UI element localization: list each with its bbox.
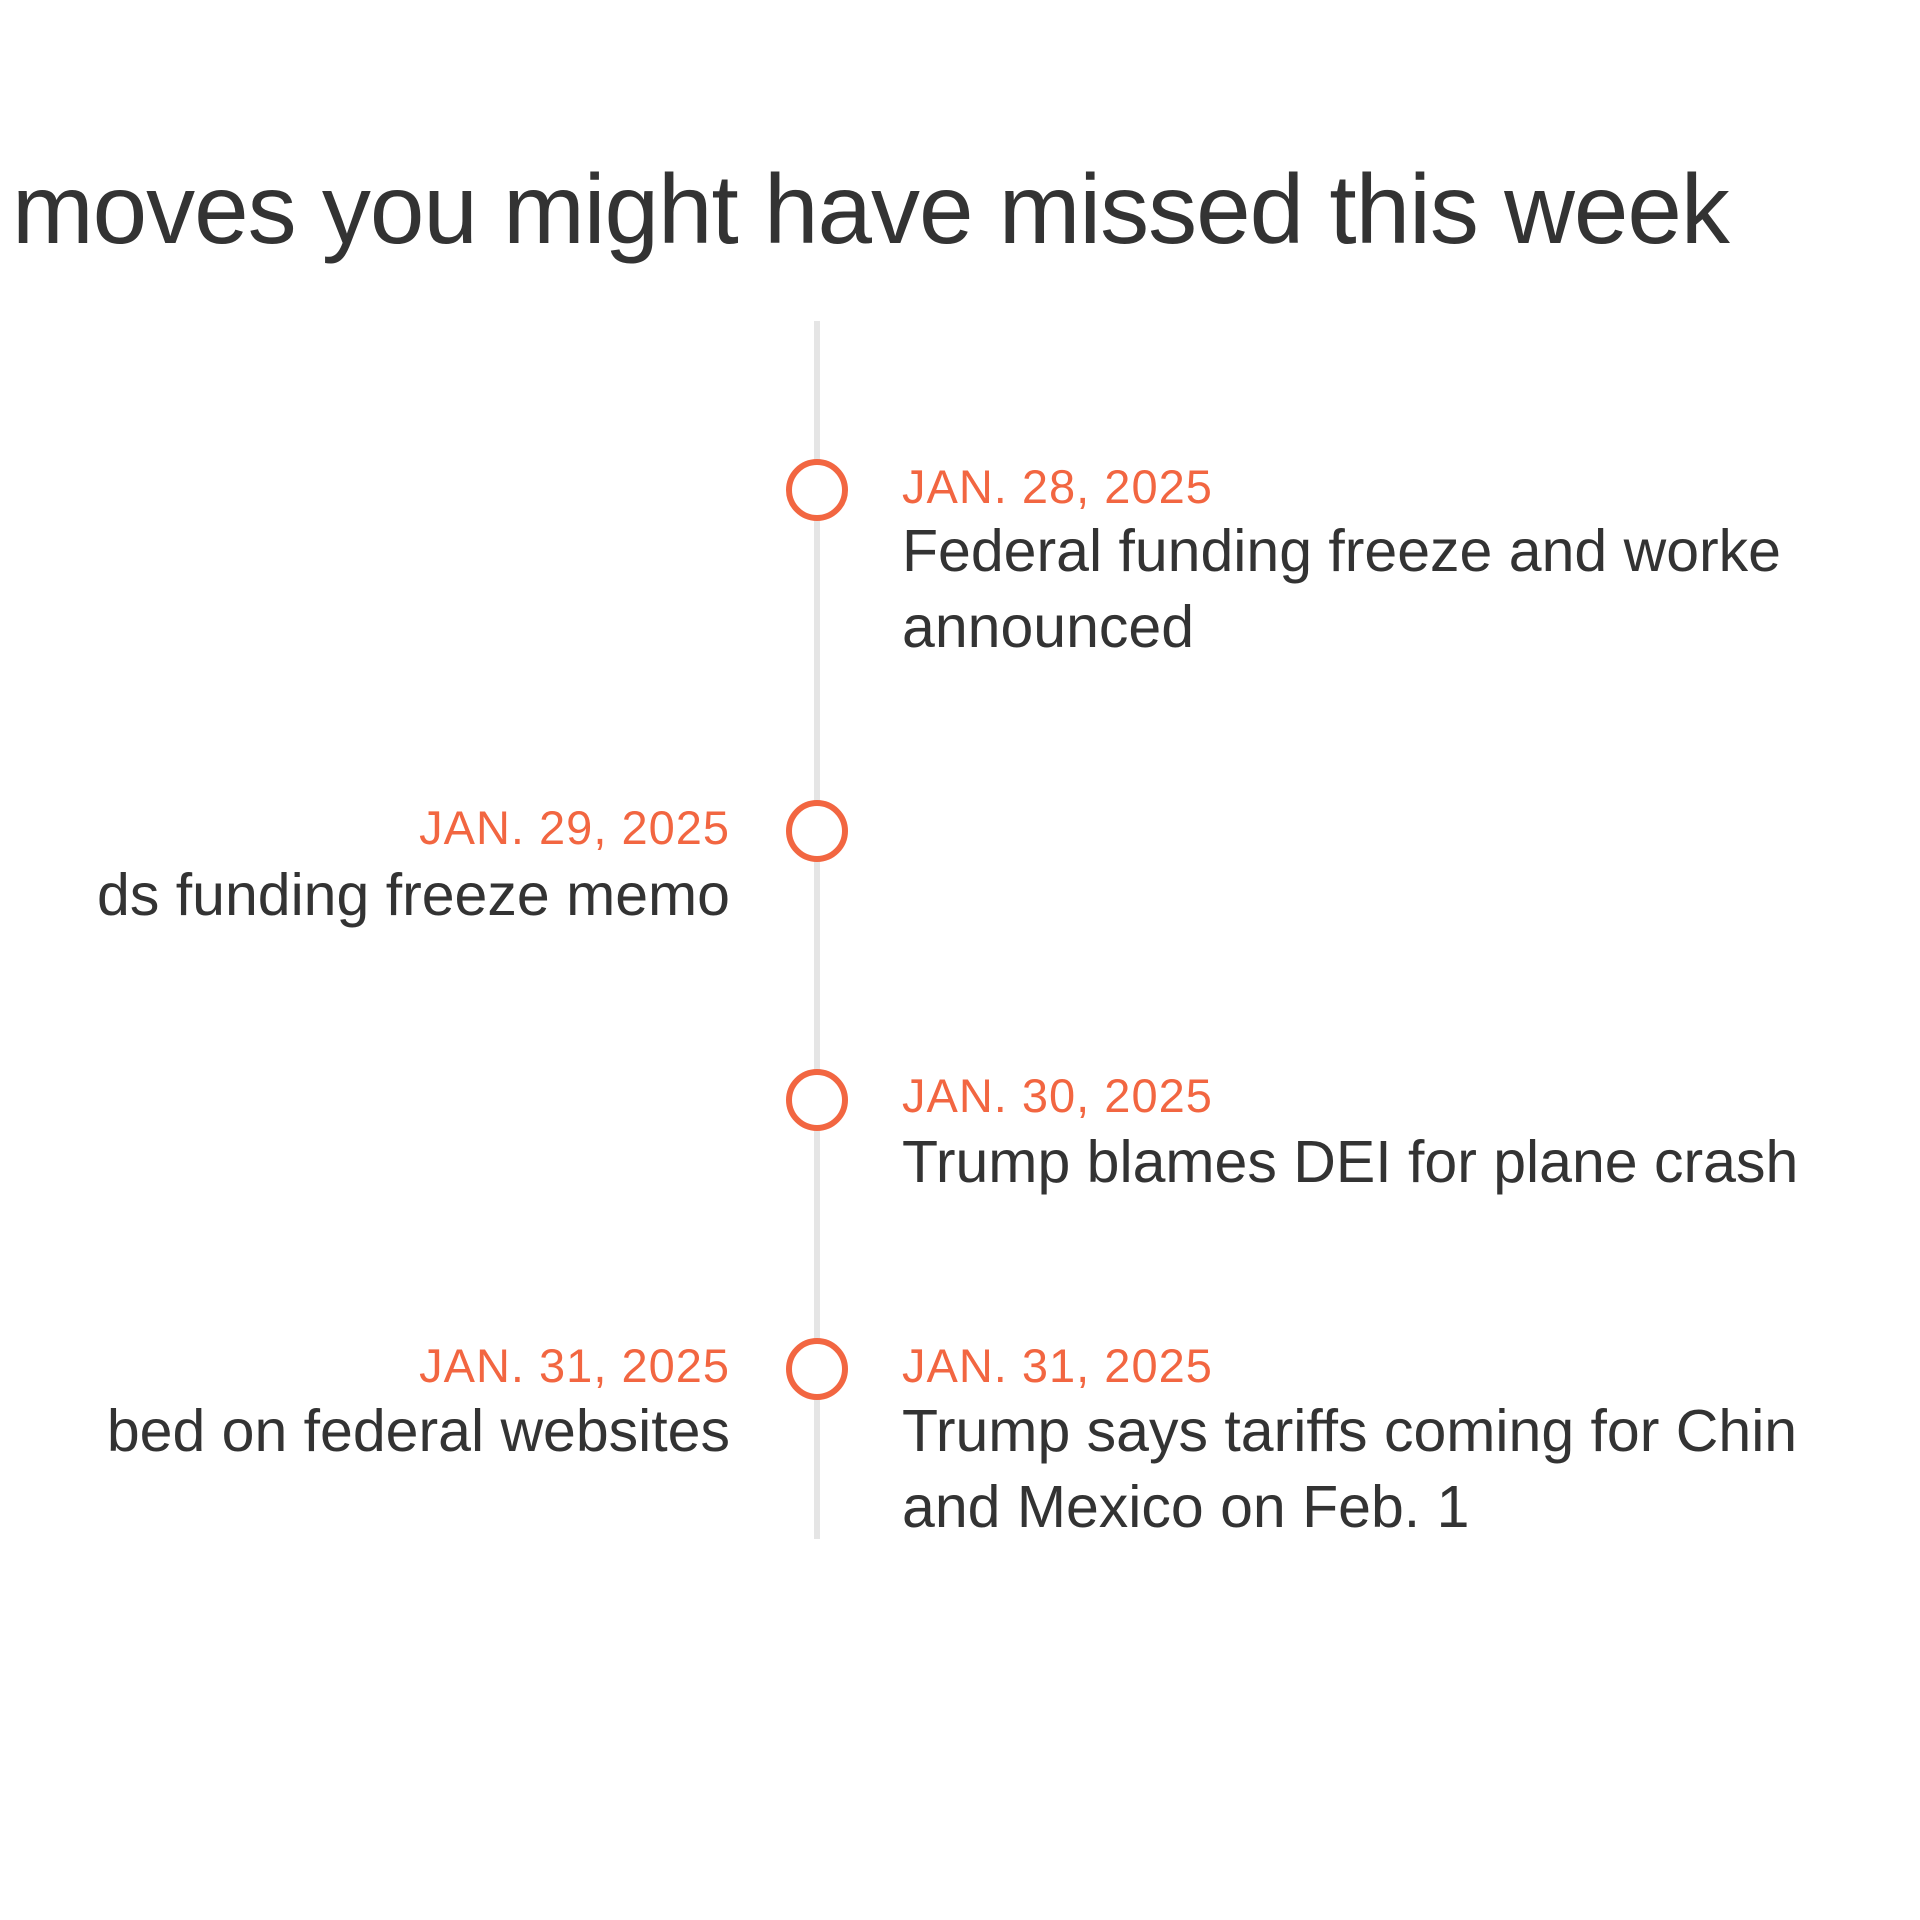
event-headline: bed on federal websites [106, 1398, 730, 1464]
timeline-dot [786, 800, 848, 862]
event-headline: ds funding freeze memo [97, 862, 730, 928]
event-date: JAN. 28, 2025 [902, 460, 1213, 513]
page-title: moves you might have missed this week [12, 154, 1730, 264]
event-headline: announced [902, 594, 1195, 660]
timeline-dot [786, 459, 848, 521]
event-headline: Federal funding freeze and worke [902, 518, 1781, 584]
event-date: JAN. 31, 2025 [902, 1339, 1213, 1392]
timeline-dot [786, 1069, 848, 1131]
event-headline: Trump blames DEI for plane crash [902, 1129, 1799, 1195]
event-date: JAN. 31, 2025 [419, 1339, 730, 1392]
event-headline: Trump says tariffs coming for Chin [902, 1398, 1798, 1464]
timeline-dot [786, 1338, 848, 1400]
event-date: JAN. 30, 2025 [902, 1069, 1213, 1122]
timeline-axis [814, 321, 820, 1539]
event-headline: and Mexico on Feb. 1 [902, 1474, 1470, 1540]
event-date: JAN. 29, 2025 [419, 801, 730, 854]
